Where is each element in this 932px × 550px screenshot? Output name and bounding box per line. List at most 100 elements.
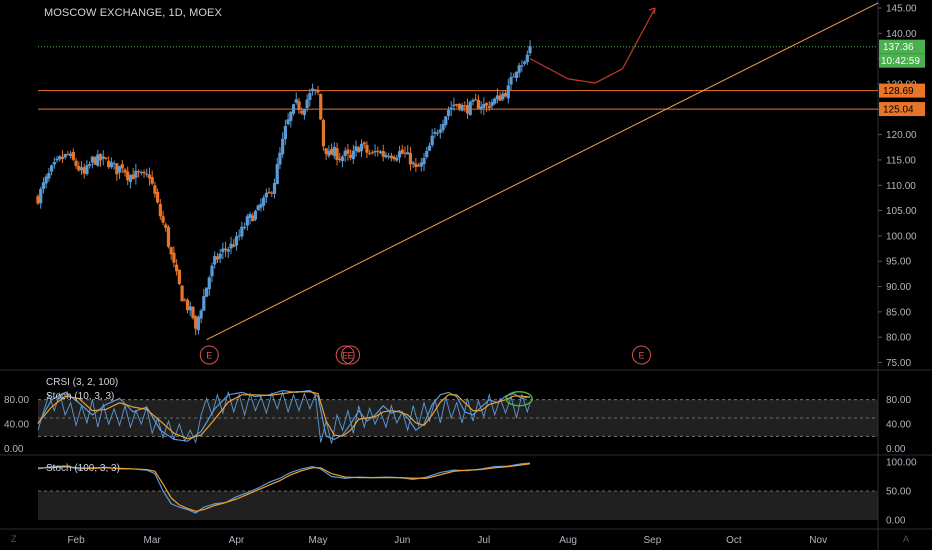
candle-body: [395, 157, 399, 161]
candle-body: [332, 146, 336, 156]
candle-body: [289, 111, 293, 121]
candle-body: [359, 143, 364, 152]
candle-body: [310, 88, 315, 92]
projection-arrow: [529, 7, 656, 84]
candle-body: [69, 153, 73, 156]
osc2-series-line: [38, 463, 531, 512]
candle-body: [55, 158, 59, 161]
candle-body: [270, 192, 274, 194]
candle-body: [305, 99, 309, 108]
chart-title: MOSCOW EXCHANGE, 1D, MOEX: [44, 7, 222, 19]
candle-body: [267, 191, 271, 194]
candle-body: [142, 171, 146, 174]
candle-body: [58, 156, 62, 160]
osc-left-tick-label: 40.00: [4, 420, 29, 431]
candle-body: [498, 95, 502, 101]
candle-body: [482, 104, 486, 108]
y-tick-label: 100.00: [886, 231, 917, 242]
candle-body: [479, 106, 483, 109]
candle-body: [49, 165, 54, 172]
y-tick-label: 140.00: [886, 29, 917, 40]
osc-series-line: [37, 391, 531, 440]
candle-body: [438, 129, 442, 133]
candle-body: [397, 151, 402, 158]
x-tick-label: Feb: [67, 535, 85, 546]
candle-body: [520, 65, 524, 67]
candle-body: [368, 153, 372, 155]
x-tick-label: Aug: [559, 535, 577, 546]
candle-body: [357, 147, 361, 153]
candle-body: [229, 243, 233, 249]
timezone-icon[interactable]: Z: [11, 534, 17, 544]
countdown-label: 10:42:59: [881, 56, 920, 67]
osc-left-tick-label: 0.00: [4, 444, 24, 455]
candle-body: [82, 167, 86, 174]
candle-body: [275, 164, 279, 185]
candle-body: [120, 164, 124, 169]
candle-body: [237, 235, 241, 237]
candle-body: [419, 162, 423, 167]
candle-body: [153, 185, 157, 194]
candle-body: [191, 306, 195, 319]
candle-body: [468, 101, 472, 116]
earnings-marker-label: E: [638, 351, 644, 361]
earnings-marker-label: E: [206, 351, 212, 361]
current-price-tag: [879, 39, 925, 54]
candle-body: [47, 172, 51, 179]
candle-body: [490, 102, 494, 107]
candle-body: [444, 116, 448, 125]
candle-body: [525, 54, 529, 63]
x-tick-label: May: [309, 535, 328, 546]
candle-body: [213, 256, 217, 265]
candle-body: [503, 93, 508, 97]
candle-body: [376, 150, 380, 152]
candle-body: [223, 248, 228, 251]
candle-body: [204, 287, 209, 297]
candle-body: [226, 249, 230, 252]
earnings-marker: [199, 345, 219, 365]
candle-body: [128, 175, 133, 183]
y-tick-label: 115.00: [886, 155, 916, 166]
candle-body: [291, 104, 296, 114]
candle-body: [381, 150, 385, 157]
candle-body: [340, 156, 345, 162]
candle-body: [476, 100, 480, 109]
candle-body: [207, 277, 211, 290]
trendline: [206, 2, 879, 341]
candle-body: [172, 252, 176, 263]
candle-body: [66, 153, 70, 155]
candle-body: [436, 132, 440, 134]
candle-body: [327, 150, 331, 156]
candle-body: [495, 95, 500, 100]
candle-body: [41, 182, 46, 189]
auto-scale-icon[interactable]: A: [903, 534, 910, 544]
candle-body: [36, 196, 40, 204]
candle-body: [117, 165, 122, 173]
candle-body: [232, 244, 236, 247]
stoch-label[interactable]: Stoch (10, 3, 3): [46, 391, 115, 402]
candle-body: [441, 124, 445, 131]
candle-body: [221, 248, 225, 253]
earnings-marker: [335, 345, 355, 365]
candle-body: [215, 256, 220, 260]
candle-body: [528, 46, 532, 54]
x-tick-label: Jul: [477, 535, 490, 546]
candle-body: [77, 165, 81, 171]
candle-body: [104, 157, 108, 159]
candle-body: [262, 197, 266, 206]
y-tick-label: 120.00: [886, 130, 917, 141]
earnings-marker-label: E: [342, 351, 348, 361]
candle-body: [164, 224, 168, 229]
osc2-y-tick-label: 50.00: [886, 487, 911, 498]
candle-body: [354, 146, 358, 151]
x-tick-label: Apr: [229, 535, 245, 546]
stoch-long-label[interactable]: Stoch (100, 3, 3): [46, 463, 120, 474]
candle-body: [512, 76, 516, 78]
crsi-label[interactable]: CRSI (3, 2, 100): [46, 377, 119, 388]
x-tick-label: Mar: [144, 535, 162, 546]
candle-body: [321, 120, 326, 147]
candle-body: [63, 153, 67, 158]
candle-body: [185, 299, 190, 311]
candle-body: [460, 104, 464, 111]
